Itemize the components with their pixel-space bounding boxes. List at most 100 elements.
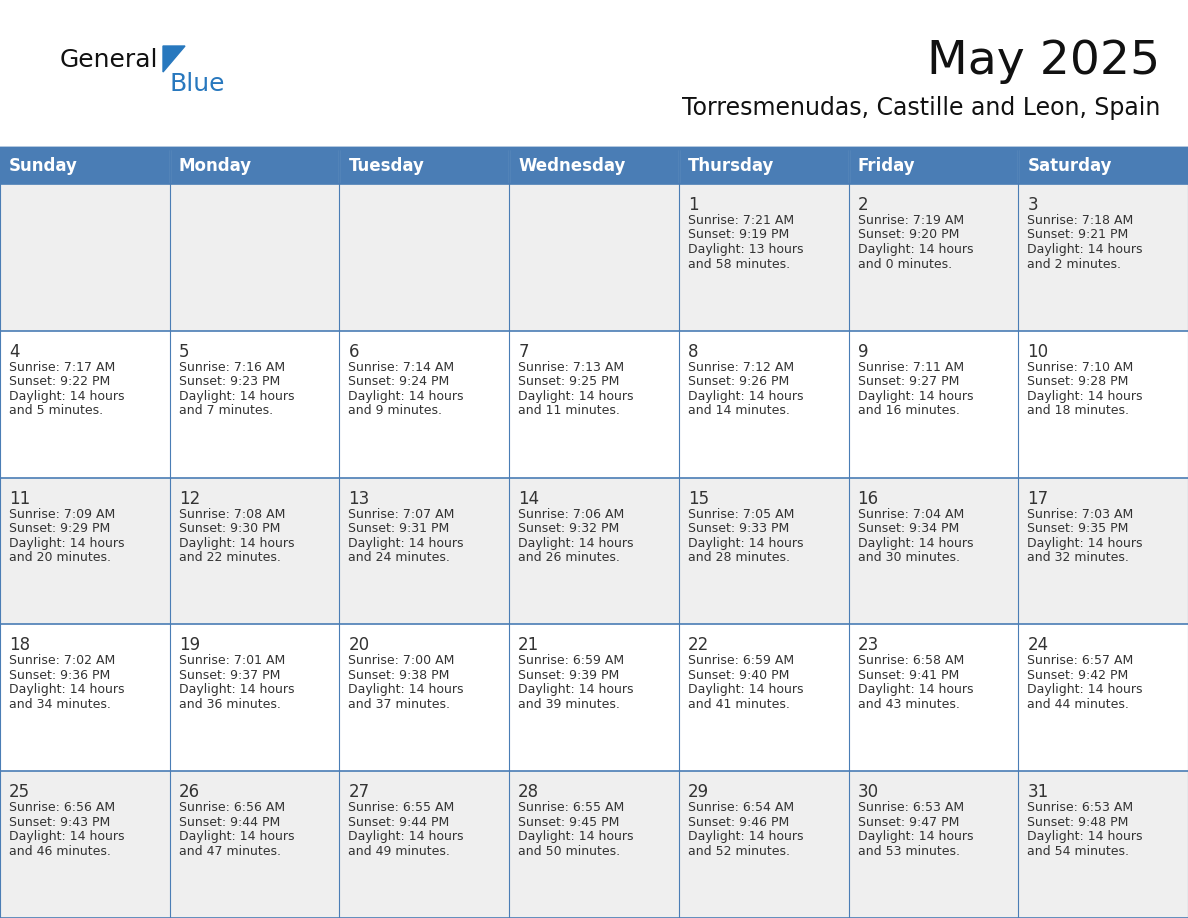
Text: and 37 minutes.: and 37 minutes. [348,698,450,711]
Text: 18: 18 [10,636,30,655]
Text: 7: 7 [518,342,529,361]
Text: and 30 minutes.: and 30 minutes. [858,551,960,564]
Bar [0,624,170,771]
Bar [848,184,1018,330]
Text: 25: 25 [10,783,30,801]
Text: Sunrise: 7:13 AM: Sunrise: 7:13 AM [518,361,624,374]
Bar [678,624,848,771]
Text: Sunrise: 7:21 AM: Sunrise: 7:21 AM [688,214,794,227]
Text: 20: 20 [348,636,369,655]
Text: Sunrise: 7:18 AM: Sunrise: 7:18 AM [1028,214,1133,227]
Text: Sunrise: 7:06 AM: Sunrise: 7:06 AM [518,508,625,521]
Text: 27: 27 [348,783,369,801]
Text: 10: 10 [1028,342,1049,361]
Text: Tuesday: Tuesday [348,157,424,175]
Text: Daylight: 14 hours: Daylight: 14 hours [518,683,633,697]
Bar [170,771,340,918]
Bar [0,148,170,184]
Text: Sunrise: 6:57 AM: Sunrise: 6:57 AM [1028,655,1133,667]
Bar [170,477,340,624]
Text: Sunset: 9:38 PM: Sunset: 9:38 PM [348,669,450,682]
Polygon shape [163,46,185,72]
Text: Sunset: 9:28 PM: Sunset: 9:28 PM [1028,375,1129,388]
Text: Daylight: 14 hours: Daylight: 14 hours [518,390,633,403]
Text: Sunset: 9:30 PM: Sunset: 9:30 PM [178,522,280,535]
Text: 26: 26 [178,783,200,801]
Text: 4: 4 [10,342,19,361]
Text: Daylight: 14 hours: Daylight: 14 hours [1028,683,1143,697]
Text: Sunset: 9:29 PM: Sunset: 9:29 PM [10,522,110,535]
Text: and 28 minutes.: and 28 minutes. [688,551,790,564]
Text: and 11 minutes.: and 11 minutes. [518,404,620,418]
Text: Sunset: 9:44 PM: Sunset: 9:44 PM [178,816,280,829]
Text: and 9 minutes.: and 9 minutes. [348,404,442,418]
Text: Sunrise: 7:04 AM: Sunrise: 7:04 AM [858,508,963,521]
Text: 11: 11 [10,489,30,508]
Text: Sunrise: 6:59 AM: Sunrise: 6:59 AM [688,655,794,667]
Text: and 26 minutes.: and 26 minutes. [518,551,620,564]
Text: Sunset: 9:34 PM: Sunset: 9:34 PM [858,522,959,535]
Bar [848,148,1018,184]
Text: Daylight: 14 hours: Daylight: 14 hours [858,390,973,403]
Bar [848,477,1018,624]
Bar [170,624,340,771]
Text: Sunrise: 6:53 AM: Sunrise: 6:53 AM [1028,801,1133,814]
Text: Sunrise: 7:08 AM: Sunrise: 7:08 AM [178,508,285,521]
Bar [340,477,510,624]
Text: and 0 minutes.: and 0 minutes. [858,258,952,271]
Text: and 24 minutes.: and 24 minutes. [348,551,450,564]
Text: Sunset: 9:44 PM: Sunset: 9:44 PM [348,816,450,829]
Text: Sunrise: 7:16 AM: Sunrise: 7:16 AM [178,361,285,374]
Text: Sunrise: 7:17 AM: Sunrise: 7:17 AM [10,361,115,374]
Text: Daylight: 14 hours: Daylight: 14 hours [10,830,125,844]
Text: Saturday: Saturday [1028,157,1112,175]
Text: Sunset: 9:20 PM: Sunset: 9:20 PM [858,229,959,241]
Text: 30: 30 [858,783,879,801]
Text: Sunrise: 6:59 AM: Sunrise: 6:59 AM [518,655,624,667]
Bar [1018,330,1188,477]
Text: Sunset: 9:21 PM: Sunset: 9:21 PM [1028,229,1129,241]
Text: Daylight: 14 hours: Daylight: 14 hours [178,830,295,844]
Text: and 18 minutes.: and 18 minutes. [1028,404,1130,418]
Text: 23: 23 [858,636,879,655]
Bar [1018,624,1188,771]
Text: Sunrise: 7:11 AM: Sunrise: 7:11 AM [858,361,963,374]
Text: Daylight: 14 hours: Daylight: 14 hours [1028,243,1143,256]
Text: Daylight: 14 hours: Daylight: 14 hours [348,683,465,697]
Bar [0,184,170,330]
Text: Sunset: 9:48 PM: Sunset: 9:48 PM [1028,816,1129,829]
Text: Daylight: 14 hours: Daylight: 14 hours [688,390,803,403]
Text: Sunrise: 7:19 AM: Sunrise: 7:19 AM [858,214,963,227]
Text: Sunset: 9:40 PM: Sunset: 9:40 PM [688,669,789,682]
Bar [340,624,510,771]
Text: Sunset: 9:25 PM: Sunset: 9:25 PM [518,375,619,388]
Text: Sunset: 9:24 PM: Sunset: 9:24 PM [348,375,450,388]
Text: Sunrise: 7:00 AM: Sunrise: 7:00 AM [348,655,455,667]
Text: Sunrise: 6:56 AM: Sunrise: 6:56 AM [178,801,285,814]
Text: and 44 minutes.: and 44 minutes. [1028,698,1129,711]
Text: and 53 minutes.: and 53 minutes. [858,845,960,857]
Text: Daylight: 14 hours: Daylight: 14 hours [348,830,465,844]
Text: 21: 21 [518,636,539,655]
Text: and 47 minutes.: and 47 minutes. [178,845,280,857]
Text: Sunrise: 7:02 AM: Sunrise: 7:02 AM [10,655,115,667]
Text: Daylight: 14 hours: Daylight: 14 hours [688,683,803,697]
Bar [510,184,678,330]
Text: Wednesday: Wednesday [518,157,626,175]
Text: Sunrise: 7:05 AM: Sunrise: 7:05 AM [688,508,795,521]
Bar [848,624,1018,771]
Text: Daylight: 14 hours: Daylight: 14 hours [518,537,633,550]
Bar [170,330,340,477]
Text: Daylight: 14 hours: Daylight: 14 hours [348,537,465,550]
Text: Sunset: 9:41 PM: Sunset: 9:41 PM [858,669,959,682]
Text: May 2025: May 2025 [927,39,1159,84]
Text: Sunrise: 6:53 AM: Sunrise: 6:53 AM [858,801,963,814]
Bar [848,771,1018,918]
Text: Daylight: 14 hours: Daylight: 14 hours [1028,390,1143,403]
Text: Sunrise: 7:14 AM: Sunrise: 7:14 AM [348,361,455,374]
Text: Sunrise: 6:54 AM: Sunrise: 6:54 AM [688,801,794,814]
Text: Sunset: 9:26 PM: Sunset: 9:26 PM [688,375,789,388]
Bar [1018,184,1188,330]
Text: Sunset: 9:33 PM: Sunset: 9:33 PM [688,522,789,535]
Bar [340,771,510,918]
